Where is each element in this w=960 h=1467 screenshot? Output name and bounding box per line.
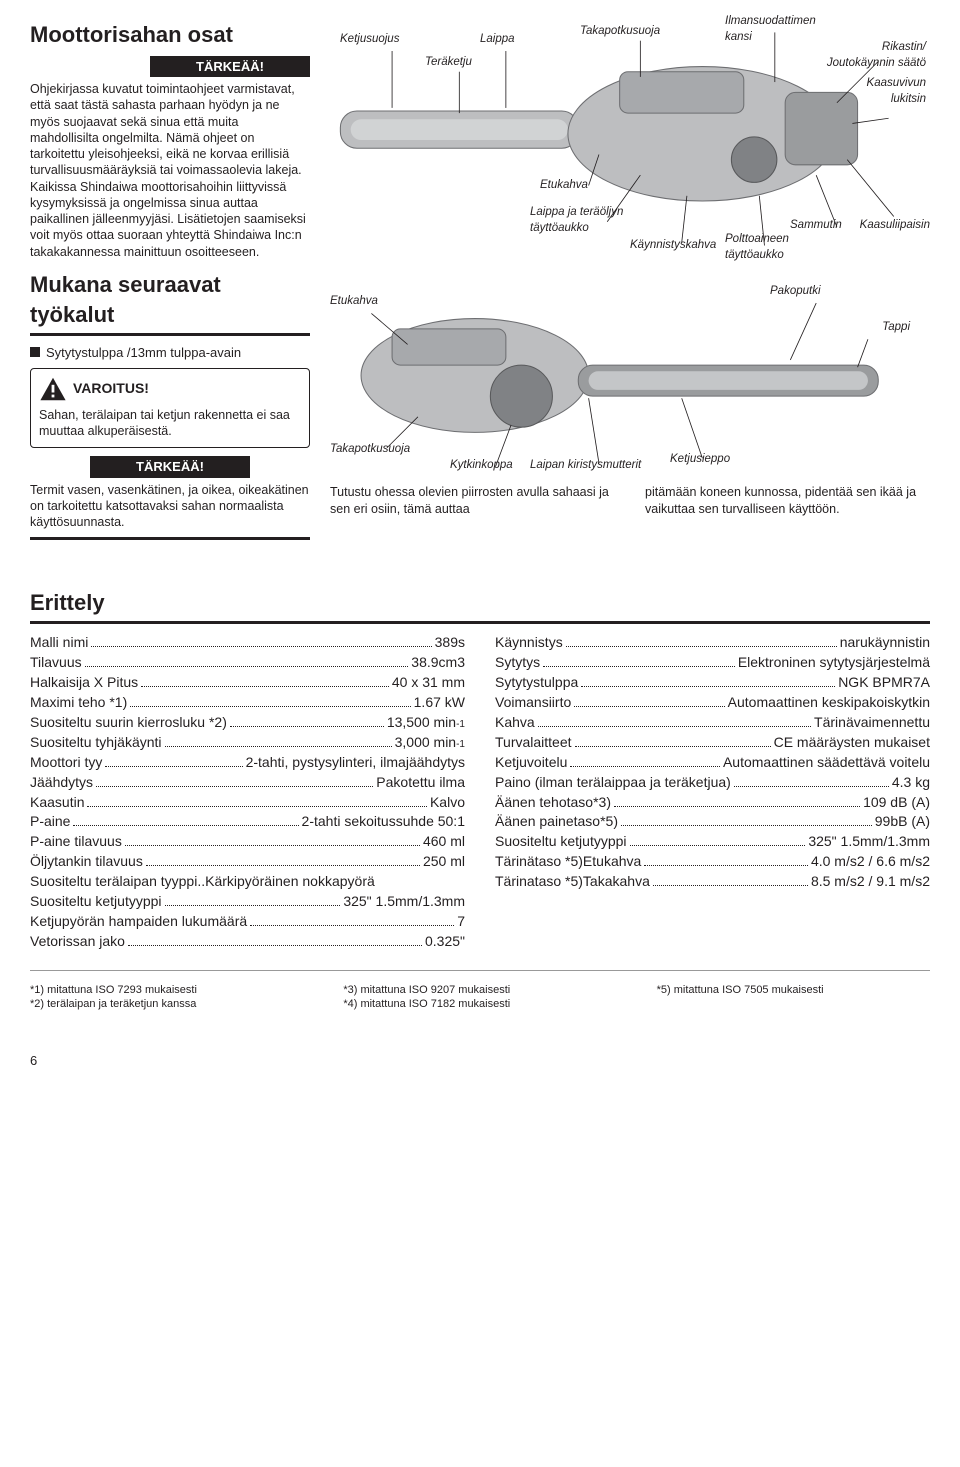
label-rikastin: Rikastin/ Joutokäynnin säätö [816, 40, 926, 71]
spec-row: VoimansiirtoAutomaattinen keskipakoiskyt… [495, 693, 930, 712]
spec-row: P-aine tilavuus 460 ml [30, 832, 465, 851]
spec-row: Tilavuus38.9cm3 [30, 653, 465, 672]
important-label: TÄRKEÄÄ! [150, 56, 310, 78]
diagram-bottom: Etukahva Pakoputki Tappi Takapotkusuoja … [330, 272, 930, 472]
spec-row: Jäähdytys Pakotettu ilma [30, 773, 465, 792]
spec-row: Suositeltu terälaipan tyyppi..Kärkipyörä… [30, 872, 465, 891]
spec-row: Tärinataso *5)Takakahva8.5 m/s2 / 9.1 m/… [495, 872, 930, 891]
spec-row: Halkaisija X Pitus40 x 31 mm [30, 673, 465, 692]
divider [30, 537, 310, 540]
tools-item: Sytytystulppa /13mm tulppa-avain [30, 344, 310, 362]
spec-row: Suositeltu ketjutyyppi325" 1.5mm/1.3mm [495, 832, 930, 851]
warning-title: VAROITUS! [73, 379, 149, 398]
warning-icon [39, 375, 67, 403]
label-pakoputki: Pakoputki [770, 284, 821, 300]
divider [30, 621, 930, 624]
label-takapotku2: Takapotkusuoja [330, 442, 410, 458]
spec-row: P-aine 2-tahti sekoitussuhde 50:1 [30, 812, 465, 831]
caption-right: pitämään koneen kunnossa, pidentää sen i… [645, 484, 930, 518]
divider [30, 333, 310, 336]
label-sammutin: Sammutin [790, 218, 842, 234]
footnote: *3) mitattuna ISO 9207 mukaisesti [343, 983, 616, 998]
footnote: *1) mitattuna ISO 7293 mukaisesti [30, 983, 303, 998]
spec-row: Suositeltu tyhjäkäynti3,000 min-1 [30, 733, 465, 752]
label-teraketju: Teräketju [425, 55, 472, 71]
spec-row: Suositeltu suurin kierrosluku *2)13,500 … [30, 713, 465, 732]
caption-left: Tutustu ohessa olevien piirrosten avulla… [330, 484, 615, 518]
bullet-icon [30, 347, 40, 357]
intro-paragraph: Ohjekirjassa kuvatut toimintaohjeet varm… [30, 81, 310, 260]
footnote: *2) terälaipan ja teräketjun kanssa [30, 997, 303, 1012]
spec-row: Vetorissan jako0.325" [30, 932, 465, 951]
label-polttoaineen: Polttoaineen täyttöaukko [725, 232, 805, 263]
spec-row: TurvalaitteetCE määräysten mukaiset [495, 733, 930, 752]
spec-row: Maximi teho *1)1.67 kW [30, 693, 465, 712]
footnotes: *1) mitattuna ISO 7293 mukaisesti *2) te… [30, 970, 930, 1013]
spec-row: SytytysElektroninen sytytysjärjestelmä [495, 653, 930, 672]
spec-row: Kaasutin Kalvo [30, 793, 465, 812]
spec-row: KahvaTärinävaimennettu [495, 713, 930, 732]
label-kaasuliipaisin: Kaasuliipaisin [860, 218, 930, 234]
label-ketjusieppo: Ketjusieppo [670, 452, 730, 468]
diagram-caption: Tutustu ohessa olevien piirrosten avulla… [330, 484, 930, 518]
label-laipan: Laipan kiristysmutterit [530, 458, 641, 474]
specs-left-column: Malli nimi389sTilavuus38.9cm3Halkaisija … [30, 632, 465, 951]
specs-right-column: KäynnistysnarukäynnistinSytytysElektroni… [495, 632, 930, 951]
label-tappi: Tappi [882, 320, 910, 336]
spec-row: KetjuvoiteluAutomaattinen säädettävä voi… [495, 753, 930, 772]
label-takapotkusuoja: Takapotkusuoja [580, 24, 660, 40]
important-label-2: TÄRKEÄÄ! [90, 456, 250, 478]
spec-row: Tärinätaso *5)Etukahva4.0 m/s2 / 6.6 m/s… [495, 852, 930, 871]
label-etukahva: Etukahva [540, 178, 588, 194]
spec-row: Ketjupyörän hampaiden lukumäärä7 [30, 912, 465, 931]
page-title: Moottorisahan osat [30, 20, 310, 50]
spec-row: Äänen painetaso*5)99bB (A) [495, 812, 930, 831]
spec-row: Moottori tyy2-tahti, pystysylinteri, ilm… [30, 753, 465, 772]
spec-row: Öljytankin tilavuus250 ml [30, 852, 465, 871]
diagram-top: Ketjusuojus Laippa Takapotkusuoja Ilmans… [330, 20, 930, 260]
tools-item-text: Sytytystulppa /13mm tulppa-avain [46, 344, 241, 362]
footnote: *4) mitattuna ISO 7182 mukaisesti [343, 997, 616, 1012]
label-laippa-oljy: Laippa ja teräöljyn täyttöaukko [530, 205, 650, 236]
spec-row: Malli nimi389s [30, 633, 465, 652]
tools-title: Mukana seuraavat työkalut [30, 270, 310, 329]
label-etukahva2: Etukahva [330, 294, 378, 310]
label-kaasuvivun: Kaasuvivun lukitsin [856, 76, 926, 107]
important-text-2: Termit vasen, vasenkätinen, ja oikea, oi… [30, 482, 310, 531]
page-number: 6 [30, 1052, 930, 1070]
spec-title: Erittely [30, 588, 930, 618]
footnote: *5) mitattuna ISO 7505 mukaisesti [657, 983, 930, 998]
spec-row: Äänen tehotaso*3)109 dB (A) [495, 793, 930, 812]
label-kaynnistys: Käynnistyskahva [630, 238, 716, 254]
label-ilmansuodattimen: Ilmansuodattimen kansi [725, 14, 825, 45]
spec-row: Paino (ilman terälaippaa ja teräketjua)4… [495, 773, 930, 792]
label-kytkinkoppa: Kytkinkoppa [450, 458, 513, 474]
spec-row: SytytystulppaNGK BPMR7A [495, 673, 930, 692]
label-ketjusuojus: Ketjusuojus [340, 32, 399, 48]
spec-row: Suositeltu ketjutyyppi325" 1.5mm/1.3mm [30, 892, 465, 911]
warning-text: Sahan, terälaipan tai ketjun rakennetta … [39, 407, 301, 440]
warning-block: VAROITUS! Sahan, terälaipan tai ketjun r… [30, 368, 310, 449]
label-laippa: Laippa [480, 32, 515, 48]
spec-row: Käynnistysnarukäynnistin [495, 633, 930, 652]
